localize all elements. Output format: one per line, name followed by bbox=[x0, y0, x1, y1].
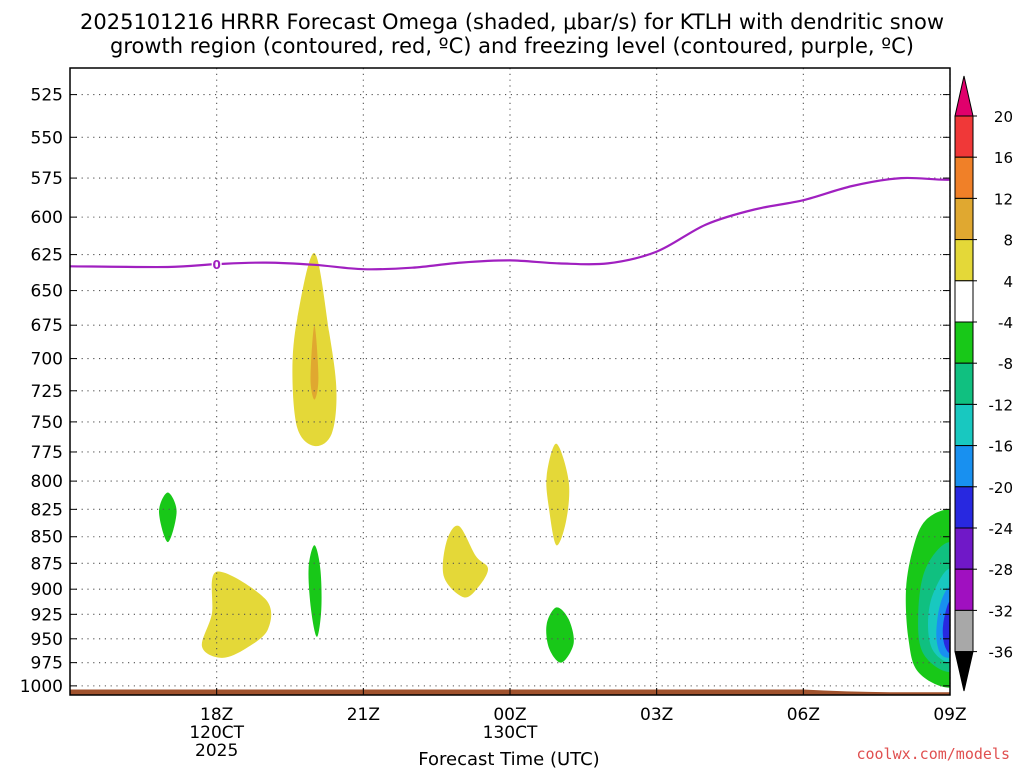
y-tick-label-700: 700 bbox=[31, 350, 63, 370]
x-tick-label-4-0: 21Z bbox=[347, 705, 380, 725]
colorbar-band-11 bbox=[954, 568, 974, 611]
x-tick-label-7-0: 00Z bbox=[493, 705, 526, 725]
colorbar-band-7 bbox=[954, 403, 974, 447]
omega-region-2 bbox=[159, 492, 177, 543]
colorbar-band-4 bbox=[954, 280, 974, 323]
y-tick-label-525: 525 bbox=[31, 86, 63, 106]
omega-region-1 bbox=[310, 325, 319, 400]
freezing-level-layer: 0 bbox=[70, 176, 950, 272]
x-tick-label-1-1: 120CT bbox=[189, 723, 244, 743]
freezing-level-label-bg bbox=[211, 257, 222, 272]
y-tick-label-600: 600 bbox=[31, 208, 63, 228]
y-axis: 525 550 575 600 625 650 675 700 725 750 775 800 825 8… bbox=[20, 86, 950, 697]
chart-title-line-2: growth region (contoured, red, ºC) and f… bbox=[110, 34, 914, 58]
x-tick-label-1-0: 18Z bbox=[200, 705, 233, 725]
omega-region-3 bbox=[201, 571, 272, 658]
y-tick-label-750: 750 bbox=[31, 413, 63, 433]
colorbar-label-5: -4 bbox=[998, 314, 1013, 332]
colorbar-band-8 bbox=[954, 445, 974, 488]
y-tick-label-975: 975 bbox=[31, 654, 63, 674]
omega-region-5 bbox=[442, 525, 489, 598]
y-tick-label-725: 725 bbox=[31, 382, 63, 402]
colorbar-label-0: 20 bbox=[994, 108, 1013, 126]
chart-title-line-1: 2025101216 HRRR Forecast Omega (shaded, … bbox=[80, 10, 944, 34]
colorbar-label-8: -16 bbox=[989, 438, 1014, 456]
y-tick-label-675: 675 bbox=[31, 316, 63, 336]
y-tick-label-625: 625 bbox=[31, 246, 63, 266]
colorbar-band-12 bbox=[954, 609, 974, 653]
y-tick-label-900: 900 bbox=[31, 580, 63, 600]
freezing-level-line bbox=[70, 176, 950, 271]
colorbar-label-12: -32 bbox=[989, 602, 1014, 620]
y-tick-label-925: 925 bbox=[31, 605, 63, 625]
y-tick-label-775: 775 bbox=[31, 443, 63, 463]
x-tick-label-10-0: 03Z bbox=[640, 705, 673, 725]
credit-text: coolwx.com/models bbox=[856, 745, 1010, 763]
omega-region-6 bbox=[546, 443, 570, 546]
y-tick-label-550: 550 bbox=[31, 128, 63, 148]
y-tick-label-850: 850 bbox=[31, 528, 63, 548]
colorbar-top-triangle bbox=[954, 75, 974, 117]
colorbar-label-3: 8 bbox=[1003, 232, 1013, 250]
colorbar-band-3 bbox=[954, 239, 974, 282]
y-tick-label-950: 950 bbox=[31, 630, 63, 650]
colorbar: 20 16 12 8 4 -4 -8 -12 -16 -20 -24 -28 -32 -36 bbox=[954, 75, 1014, 692]
colorbar-label-2: 12 bbox=[994, 190, 1013, 208]
colorbar-label-6: -8 bbox=[998, 355, 1013, 373]
y-tick-label-800: 800 bbox=[31, 472, 63, 492]
colorbar-label-10: -24 bbox=[989, 520, 1014, 538]
x-axis-label: Forecast Time (UTC) bbox=[418, 749, 599, 768]
freezing-level-label: 0 bbox=[212, 258, 220, 272]
x-tick-label-7-1: 130CT bbox=[483, 723, 538, 743]
omega-region-4 bbox=[308, 545, 322, 637]
omega-shading-layer bbox=[159, 253, 950, 688]
colorbar-label-4: 4 bbox=[1003, 273, 1013, 291]
y-tick-label-650: 650 bbox=[31, 282, 63, 302]
omega-region-7 bbox=[546, 607, 574, 663]
y-tick-label-825: 825 bbox=[31, 500, 63, 520]
colorbar-band-6 bbox=[954, 362, 974, 405]
colorbar-label-11: -28 bbox=[989, 561, 1014, 579]
y-tick-label-575: 575 bbox=[31, 169, 63, 189]
colorbar-band-9 bbox=[954, 486, 974, 529]
y-tick-label-875: 875 bbox=[31, 554, 63, 574]
colorbar-bottom-triangle bbox=[954, 651, 974, 692]
x-tick-label-1-2: 2025 bbox=[195, 741, 238, 761]
x-tick-label-13-0: 06Z bbox=[787, 705, 820, 725]
colorbar-band-2 bbox=[954, 197, 974, 241]
colorbar-label-13: -36 bbox=[989, 644, 1014, 662]
colorbar-label-9: -20 bbox=[989, 479, 1014, 497]
y-tick-label-1000: 1000 bbox=[20, 677, 63, 697]
colorbar-label-7: -12 bbox=[989, 396, 1014, 414]
colorbar-band-10 bbox=[954, 527, 974, 570]
x-tick-label-16-0: 09Z bbox=[933, 705, 966, 725]
colorbar-band-5 bbox=[954, 321, 974, 364]
colorbar-band-1 bbox=[954, 156, 974, 199]
colorbar-label-1: 16 bbox=[994, 149, 1013, 167]
colorbar-band-0 bbox=[954, 115, 974, 158]
